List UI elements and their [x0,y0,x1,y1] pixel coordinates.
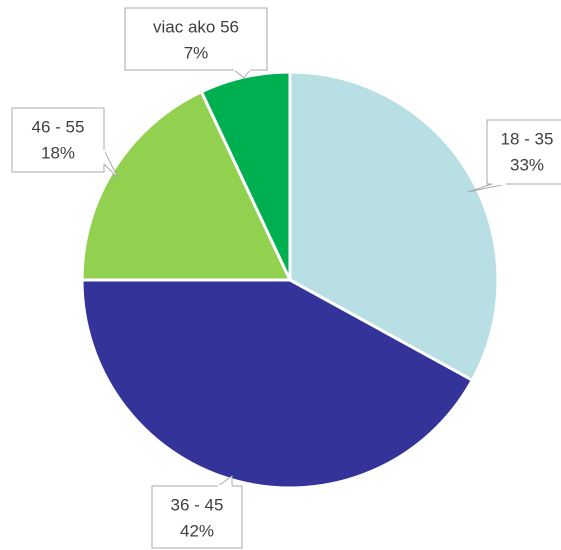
pie-slice [288,70,500,383]
pie-slice [80,89,293,282]
category-label: viac ako 56 [153,17,239,36]
category-label: 36 - 45 [171,495,224,514]
label-box [124,7,268,71]
label-box [151,485,243,549]
category-label: 46 - 55 [32,117,85,136]
pie-slice [80,278,475,490]
label-box [486,119,561,185]
value-label: 18% [41,143,75,162]
value-label: 42% [180,521,214,540]
label-box [11,107,105,173]
category-label: 18 - 35 [501,129,554,148]
value-label: 33% [510,155,544,174]
value-label: 7% [184,43,209,62]
